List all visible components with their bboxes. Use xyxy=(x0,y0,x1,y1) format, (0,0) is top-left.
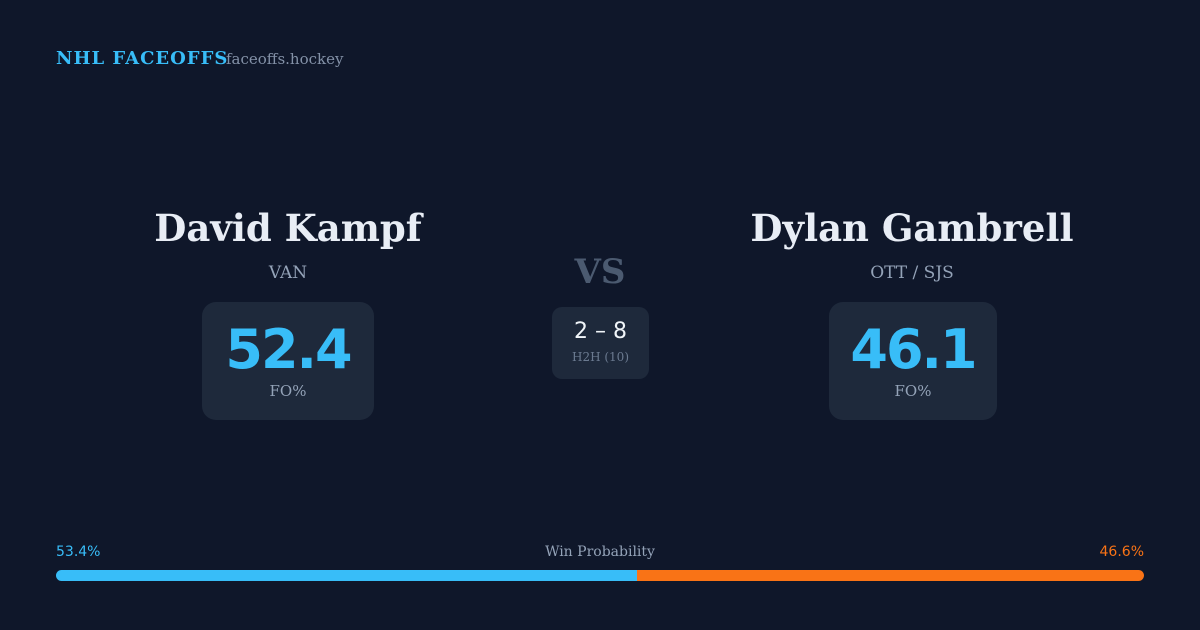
player-team: VAN xyxy=(268,263,308,283)
site-title: NHL FACEOFFS xyxy=(56,48,229,69)
player-name: Dylan Gambrell xyxy=(750,206,1074,250)
versus: VS xyxy=(574,252,626,292)
win-prob-right: 46.6% xyxy=(1099,544,1144,560)
stat-card: 46.1 FO% xyxy=(829,302,997,420)
site-domain: faceoffs.hockey xyxy=(226,50,344,68)
h2h-score: 2 – 8 xyxy=(574,319,627,344)
h2h-label: H2H (10) xyxy=(571,350,629,364)
win-prob-segment xyxy=(56,570,637,581)
h2h-card: 2 – 8 H2H (10) xyxy=(552,307,649,379)
fo-label: FO% xyxy=(894,382,932,400)
stat-card: 52.4 FO% xyxy=(202,302,374,420)
player-name: David Kampf xyxy=(154,206,422,250)
win-prob-label: Win Probability xyxy=(545,544,655,560)
win-prob-left: 53.4% xyxy=(56,544,101,560)
fo-label: FO% xyxy=(269,382,307,400)
fo-pct: 46.1 xyxy=(850,318,977,381)
fo-pct: 52.4 xyxy=(225,318,352,381)
win-prob-segment xyxy=(636,570,1144,581)
player-team: OTT / SJS xyxy=(870,263,954,283)
